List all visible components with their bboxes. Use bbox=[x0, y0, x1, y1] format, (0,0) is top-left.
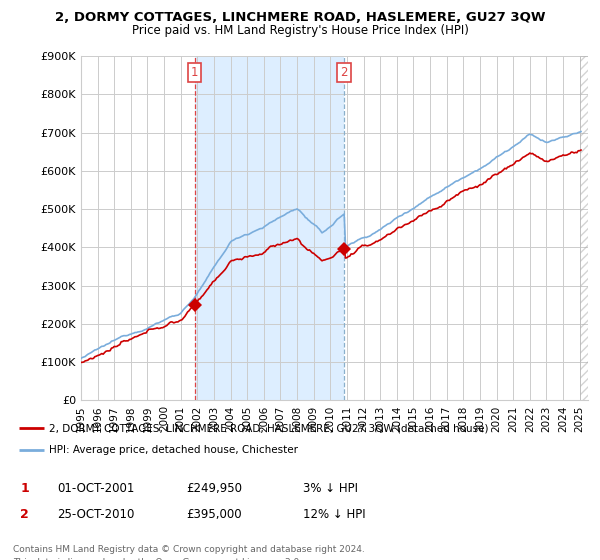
Text: HPI: Average price, detached house, Chichester: HPI: Average price, detached house, Chic… bbox=[49, 445, 298, 455]
Text: 1: 1 bbox=[191, 66, 199, 80]
Bar bbox=[580, 56, 588, 400]
Text: 2, DORMY COTTAGES, LINCHMERE ROAD, HASLEMERE, GU27 3QW (detached house): 2, DORMY COTTAGES, LINCHMERE ROAD, HASLE… bbox=[49, 423, 489, 433]
Text: Contains HM Land Registry data © Crown copyright and database right 2024.
This d: Contains HM Land Registry data © Crown c… bbox=[13, 545, 365, 560]
Text: £249,950: £249,950 bbox=[186, 482, 242, 495]
Text: Price paid vs. HM Land Registry's House Price Index (HPI): Price paid vs. HM Land Registry's House … bbox=[131, 24, 469, 36]
Text: 2, DORMY COTTAGES, LINCHMERE ROAD, HASLEMERE, GU27 3QW: 2, DORMY COTTAGES, LINCHMERE ROAD, HASLE… bbox=[55, 11, 545, 24]
Text: 01-OCT-2001: 01-OCT-2001 bbox=[57, 482, 134, 495]
Text: £395,000: £395,000 bbox=[186, 507, 242, 521]
Text: 25-OCT-2010: 25-OCT-2010 bbox=[57, 507, 134, 521]
Text: 1: 1 bbox=[20, 482, 29, 495]
Text: 2: 2 bbox=[20, 507, 29, 521]
Text: 2: 2 bbox=[340, 66, 348, 80]
Text: 3% ↓ HPI: 3% ↓ HPI bbox=[303, 482, 358, 495]
Bar bbox=[194, 56, 344, 400]
Text: 12% ↓ HPI: 12% ↓ HPI bbox=[303, 507, 365, 521]
